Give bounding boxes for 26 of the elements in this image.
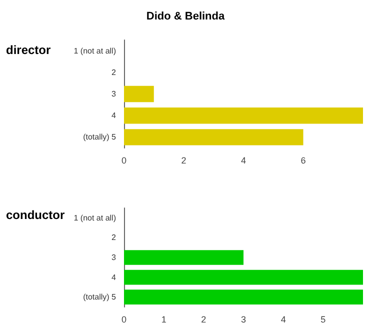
y-axis-title: conductor (6, 208, 65, 222)
bar (124, 129, 304, 146)
y-tick-label: 3 (112, 90, 117, 98)
y-tick-label: 2 (112, 68, 117, 77)
x-tick-label: 6 (300, 156, 306, 166)
x-tick-label: 2 (181, 156, 186, 166)
bar (124, 86, 154, 102)
y-tick-label: 3 (112, 253, 117, 262)
y-tick-label: (totally) 5 (83, 132, 117, 142)
x-tick-label: 3 (240, 314, 246, 324)
y-tick-label: 4 (112, 111, 117, 120)
x-tick-label: 1 (161, 314, 166, 324)
y-tick-label: 2 (112, 233, 117, 242)
x-tick-label: 4 (240, 156, 246, 166)
y-tick-label: 1 (not at all) (74, 213, 116, 222)
y-tick-label: (totally) 5 (83, 292, 117, 302)
chart-title: Dido & Belinda (146, 10, 226, 22)
y-axis-title: director (6, 43, 52, 57)
bar (124, 108, 363, 124)
x-tick-label: 2 (201, 314, 206, 324)
x-tick-label: 0 (121, 314, 127, 324)
x-tick-label: 0 (121, 156, 127, 166)
y-tick-label: 1 (not at all) (74, 46, 116, 56)
y-tick-label: 4 (112, 272, 117, 282)
x-tick-label: 4 (280, 314, 286, 324)
x-tick-label: 5 (320, 314, 326, 324)
